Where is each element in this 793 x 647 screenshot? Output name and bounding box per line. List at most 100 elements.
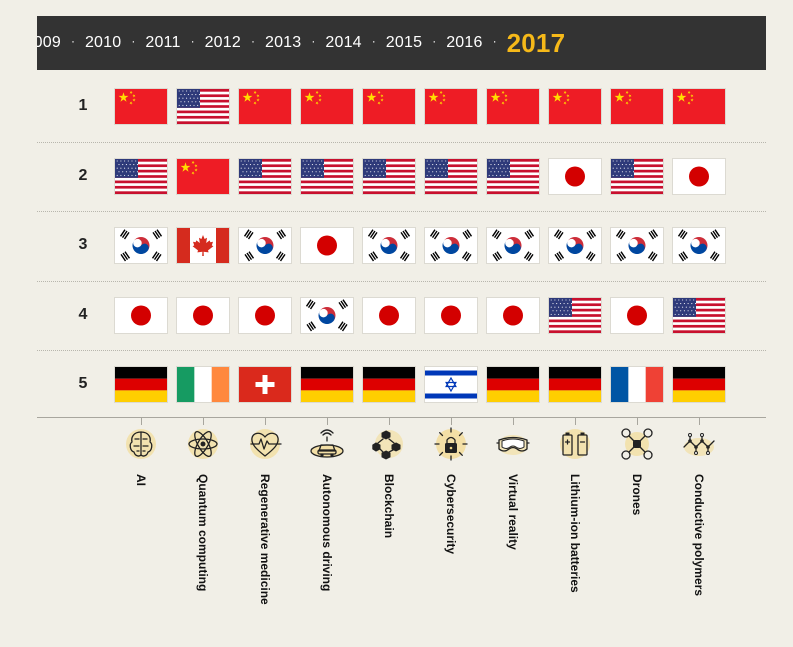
brain-icon [124, 427, 158, 461]
flag-japan [115, 297, 167, 333]
year-separator-dot: · [371, 34, 376, 48]
flag-japan [363, 297, 415, 333]
flag-china [301, 89, 353, 124]
x-axis-tick [699, 417, 700, 425]
flag-china [549, 89, 601, 124]
x-axis-line [37, 417, 766, 418]
year-label-2009: .009 [37, 34, 61, 51]
year-separator-dot: · [70, 34, 75, 48]
rank-label-5: 5 [78, 375, 88, 392]
flag-japan [239, 297, 291, 333]
flag-south-korea [549, 228, 601, 263]
x-axis-tick [637, 417, 638, 425]
flag-south-korea [487, 228, 539, 263]
year-label-2017: 2017 [506, 27, 566, 58]
technology-label-drones: Drones [630, 474, 644, 516]
batteries-icon [558, 427, 592, 461]
flag-united-states [425, 158, 477, 194]
year-separator-dot: · [432, 34, 437, 48]
technology-label-ai: AI [134, 474, 148, 486]
molecule-chain-icon [682, 427, 716, 461]
flag-united-states [239, 158, 291, 194]
x-axis-tick [451, 417, 452, 425]
row-separator [37, 211, 766, 212]
blockchain-icon [372, 427, 406, 461]
row-separator [37, 280, 766, 282]
flag-china [115, 89, 167, 124]
flag-china [239, 89, 291, 124]
flag-canada [177, 228, 229, 263]
flag-japan [301, 228, 353, 263]
x-axis-tick [203, 417, 204, 425]
technology-label-conductive-polymers: Conductive polymers [692, 474, 706, 597]
flag-japan [611, 297, 663, 333]
lock-shield-icon [434, 427, 468, 461]
x-axis-tick [575, 417, 576, 425]
flag-germany [673, 367, 725, 402]
year-timeline-bar: .009 · 2010 · 2011 · 2012 · 2013 · 2014 · 2015 · 2016 ·… [37, 16, 766, 70]
technology-label-virtual-reality: Virtual reality [506, 474, 520, 550]
flag-china [487, 89, 539, 124]
flag-south-korea [673, 228, 725, 263]
year-label-2014: 2014 [325, 34, 362, 51]
flag-china [363, 89, 415, 124]
rank-label-1: 1 [78, 97, 88, 114]
year-separator-dot: · [190, 34, 195, 48]
flag-south-korea [301, 297, 353, 333]
flag-germany [549, 367, 601, 402]
flag-ireland [177, 367, 229, 402]
flag-china [177, 158, 229, 194]
flag-united-states [363, 158, 415, 194]
flag-switzerland [239, 367, 291, 402]
flag-south-korea [115, 228, 167, 263]
flag-united-states [487, 158, 539, 194]
x-axis-tick [265, 417, 266, 425]
flag-south-korea [611, 228, 663, 263]
year-label-2013: 2013 [264, 34, 302, 51]
flag-japan [177, 297, 229, 333]
flag-china [611, 89, 663, 124]
flag-israel [425, 367, 477, 402]
flag-germany [363, 367, 415, 402]
year-label-2012: 2012 [204, 34, 241, 51]
flag-japan [487, 297, 539, 333]
technology-label-autonomous-driving: Autonomous driving [320, 474, 334, 592]
flag-united-states [115, 158, 167, 194]
x-axis-tick [389, 417, 390, 425]
rank-label-4: 4 [78, 305, 88, 323]
year-track: .009 · 2010 · 2011 · 2012 · 2013 · 2014 · 2015 · 2016 ·… [37, 16, 565, 70]
heart-pulse-icon [248, 427, 282, 461]
flag-south-korea [425, 228, 477, 263]
rank-label-2: 2 [78, 166, 88, 184]
year-separator-dot: · [250, 34, 255, 48]
flag-germany [487, 367, 539, 402]
x-axis-tick [327, 417, 328, 425]
year-separator-dot: · [492, 34, 497, 48]
flag-united-states [549, 297, 601, 333]
year-label-2011: 2011 [145, 34, 181, 51]
flag-japan [425, 297, 477, 333]
technology-label-regenerative-medicine: Regenerative medicine [258, 474, 272, 605]
flag-united-states [611, 158, 663, 194]
flag-china [673, 89, 725, 124]
flag-south-korea [239, 228, 291, 263]
vr-goggles-icon [496, 427, 530, 461]
flag-japan [549, 158, 601, 194]
rank-label-3: 3 [78, 236, 88, 253]
year-label-2015: 2015 [385, 34, 423, 51]
x-axis-tick [513, 417, 514, 425]
year-label-2010: 2010 [84, 34, 122, 51]
year-separator-dot: · [131, 34, 136, 48]
technology-label-blockchain: Blockchain [382, 474, 396, 539]
technology-label-lithium-ion-batteries: Lithium-ion batteries [568, 474, 582, 593]
flag-china [425, 89, 477, 124]
flag-united-states [673, 297, 725, 333]
technology-label-cybersecurity: Cybersecurity [444, 474, 458, 555]
flag-france [611, 367, 663, 402]
year-separator-dot: · [311, 34, 316, 48]
drone-icon [620, 427, 654, 461]
autonomous-car-icon [310, 427, 344, 461]
row-separator [37, 350, 766, 351]
flag-south-korea [363, 228, 415, 263]
flag-japan [673, 158, 725, 194]
